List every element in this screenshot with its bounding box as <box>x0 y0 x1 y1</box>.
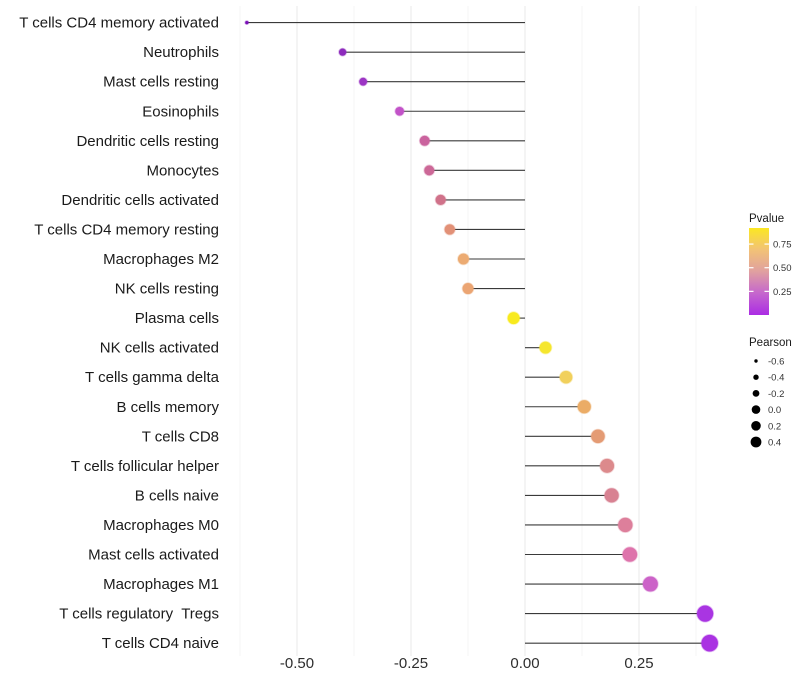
stem-layer <box>246 22 710 644</box>
y-axis-label: NK cells activated <box>100 340 219 357</box>
y-axis-label: Neutrophils <box>143 44 219 61</box>
data-point <box>338 47 347 57</box>
y-axis-label: T cells follicular helper <box>71 458 219 475</box>
pearson-legend-label: 0.2 <box>768 421 781 432</box>
data-point <box>558 370 574 385</box>
pearson-legend-key-dot <box>751 421 761 431</box>
data-point <box>590 428 606 444</box>
data-point <box>642 575 659 593</box>
pvalue-colorbar <box>749 228 769 315</box>
y-axis-label: T cells CD4 naive <box>102 635 219 652</box>
y-axis-labels: T cells CD4 memory activated Neutrophils M… <box>19 15 219 653</box>
pearson-legend-key-dot <box>754 359 758 363</box>
y-axis-label: Plasma cells <box>135 310 219 327</box>
y-axis-label: T cells CD4 memory activated <box>19 15 219 32</box>
y-axis-label: Eosinophils <box>142 103 219 120</box>
data-point <box>700 634 719 653</box>
y-axis-label: Mast cells resting <box>103 74 219 91</box>
data-point <box>434 193 447 206</box>
grid-layer <box>239 6 697 656</box>
y-axis-label: B cells memory <box>116 399 219 416</box>
pearson-legend-label: -0.2 <box>768 389 784 400</box>
x-axis-tick-label: 0.00 <box>510 655 539 672</box>
y-axis-label: Dendritic cells resting <box>76 133 219 150</box>
pearson-legend-label: -0.6 <box>768 357 784 368</box>
x-axis-labels: -0.50 -0.25 0.00 0.25 <box>280 655 654 672</box>
data-point <box>599 458 615 474</box>
pvalue-tick-label: 0.50 <box>773 263 792 274</box>
pvalue-tick-label: 0.25 <box>773 287 792 298</box>
y-axis-label: T cells regulatory Tregs <box>59 606 219 623</box>
data-point <box>603 487 620 504</box>
y-axis-label: NK cells resting <box>115 281 219 298</box>
pvalue-legend-title: Pvalue <box>749 213 784 225</box>
data-point <box>576 399 592 415</box>
x-axis-tick-label: -0.25 <box>394 655 428 672</box>
data-point <box>617 516 634 533</box>
y-axis-label: Macrophages M1 <box>103 576 219 593</box>
data-point <box>244 20 250 26</box>
data-point <box>423 164 436 177</box>
y-axis-label: T cells CD8 <box>142 428 219 445</box>
data-point <box>696 604 715 623</box>
legend: Pvalue 0.75 0.50 0.25 Pearson -0.6 -0.4 -0.2 0.0… <box>749 213 792 449</box>
pearson-legend-label: 0.4 <box>768 438 781 449</box>
pearson-legend-label: 0.0 <box>768 405 781 416</box>
y-axis-label: Macrophages M2 <box>103 251 219 268</box>
pearson-legend-key-dot <box>750 436 762 448</box>
y-axis-label: T cells gamma delta <box>85 369 220 386</box>
data-point <box>461 282 475 295</box>
data-point <box>506 311 521 325</box>
data-point <box>418 135 431 147</box>
pearson-legend-key-dot <box>752 390 760 397</box>
data-point <box>358 76 368 87</box>
pearson-legend-key-dot <box>751 405 761 414</box>
data-point <box>457 252 470 266</box>
data-point <box>621 546 638 563</box>
pearson-legend-label: -0.4 <box>768 373 784 384</box>
y-axis-label: Macrophages M0 <box>103 517 219 534</box>
data-point <box>538 340 553 355</box>
pearson-legend-key-dot <box>753 374 759 380</box>
x-axis-tick-label: -0.50 <box>280 655 314 672</box>
data-point <box>394 106 405 117</box>
y-axis-label: Mast cells activated <box>88 547 219 564</box>
dot-layer <box>244 20 719 653</box>
pearson-legend-title: Pearson <box>749 337 792 349</box>
pvalue-tick-label: 0.75 <box>773 240 792 251</box>
y-axis-label: Monocytes <box>146 162 219 179</box>
data-point <box>443 223 456 236</box>
y-axis-label: T cells CD4 memory resting <box>34 221 219 238</box>
y-axis-label: Dendritic cells activated <box>61 192 219 209</box>
x-axis-tick-label: 0.25 <box>624 655 653 672</box>
y-axis-label: B cells naive <box>135 487 219 504</box>
